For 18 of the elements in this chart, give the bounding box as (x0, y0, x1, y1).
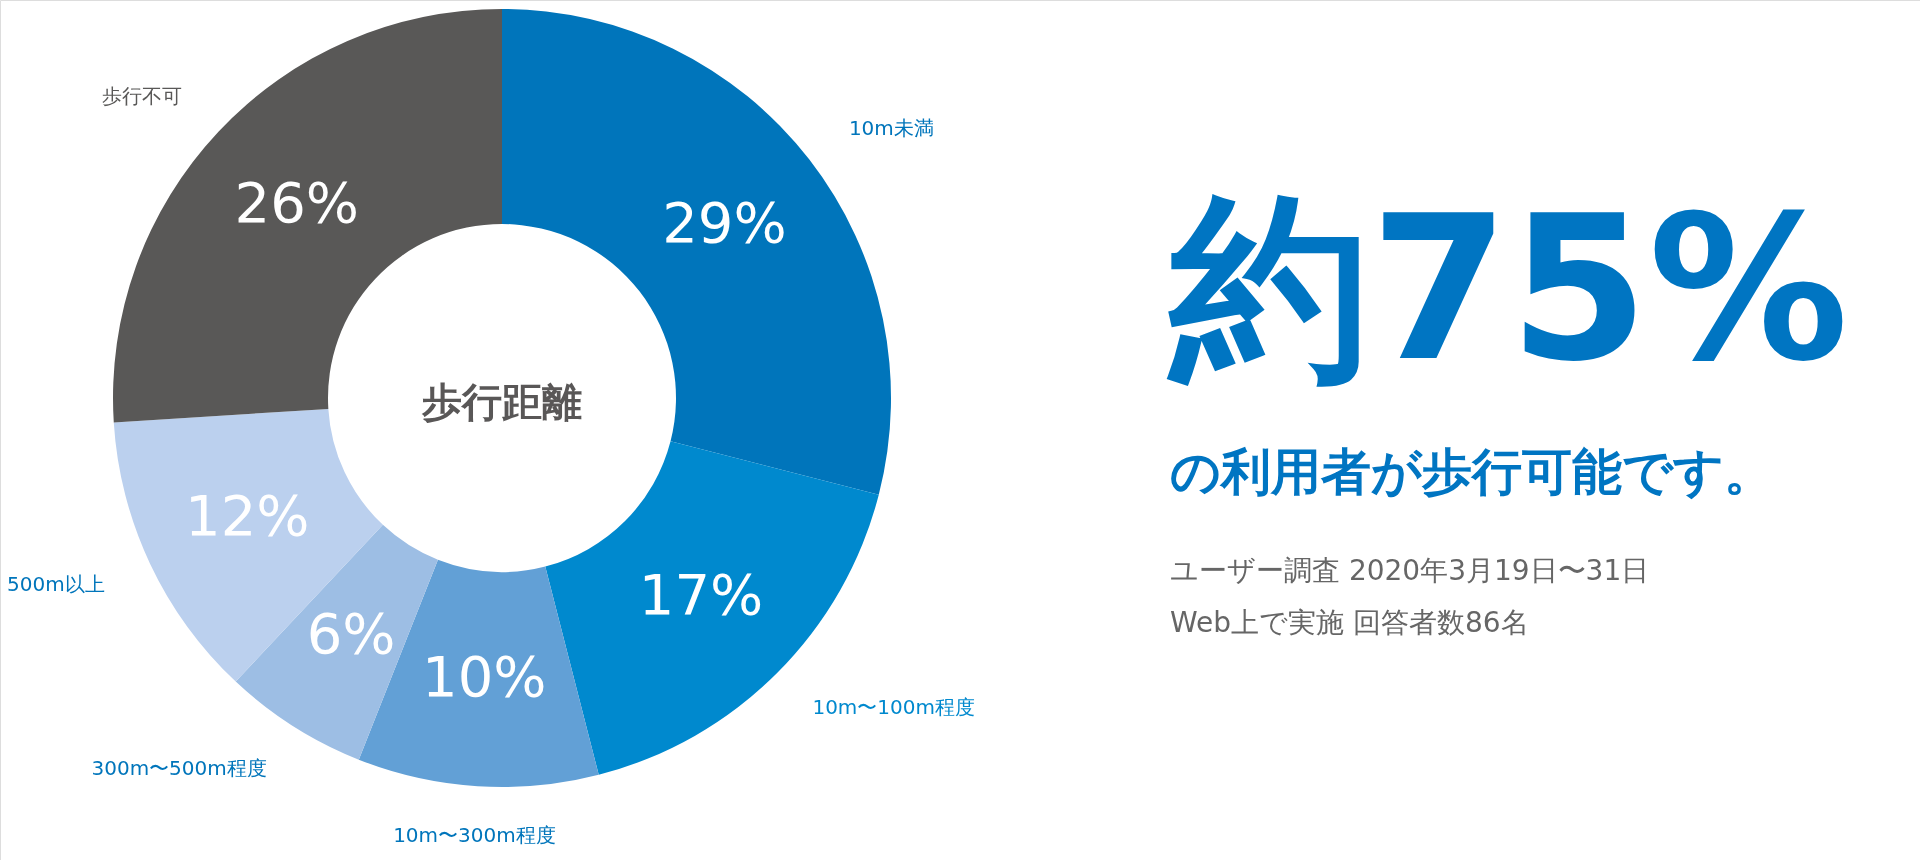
text: 約75% (1166, 172, 1849, 405)
slice-label: 500m以上 (7, 571, 105, 596)
text: の利用者が歩行可能です。 (1170, 443, 1774, 501)
data-label: 12% (185, 482, 310, 548)
text: Web上で実施 回答者数86名 (1170, 606, 1529, 639)
data-label: 29% (662, 190, 787, 256)
data-label: 17% (638, 562, 764, 628)
slice-label: 300m〜500m程度 (91, 755, 267, 780)
slice-label: 10m〜300m程度 (393, 823, 556, 848)
data-label: 6% (306, 600, 396, 666)
slice-label: 10m未満 (848, 115, 934, 140)
data-label: 10% (422, 643, 547, 709)
text: 歩行距離 (421, 379, 582, 425)
slice-label: 歩行不可 (101, 84, 182, 109)
text: ユーザー調査 2020年3月19日〜31日 (1170, 554, 1650, 587)
donut-slice (545, 441, 879, 775)
slice-label: 10m〜100m程度 (812, 695, 976, 720)
data-label: 26% (234, 170, 360, 236)
